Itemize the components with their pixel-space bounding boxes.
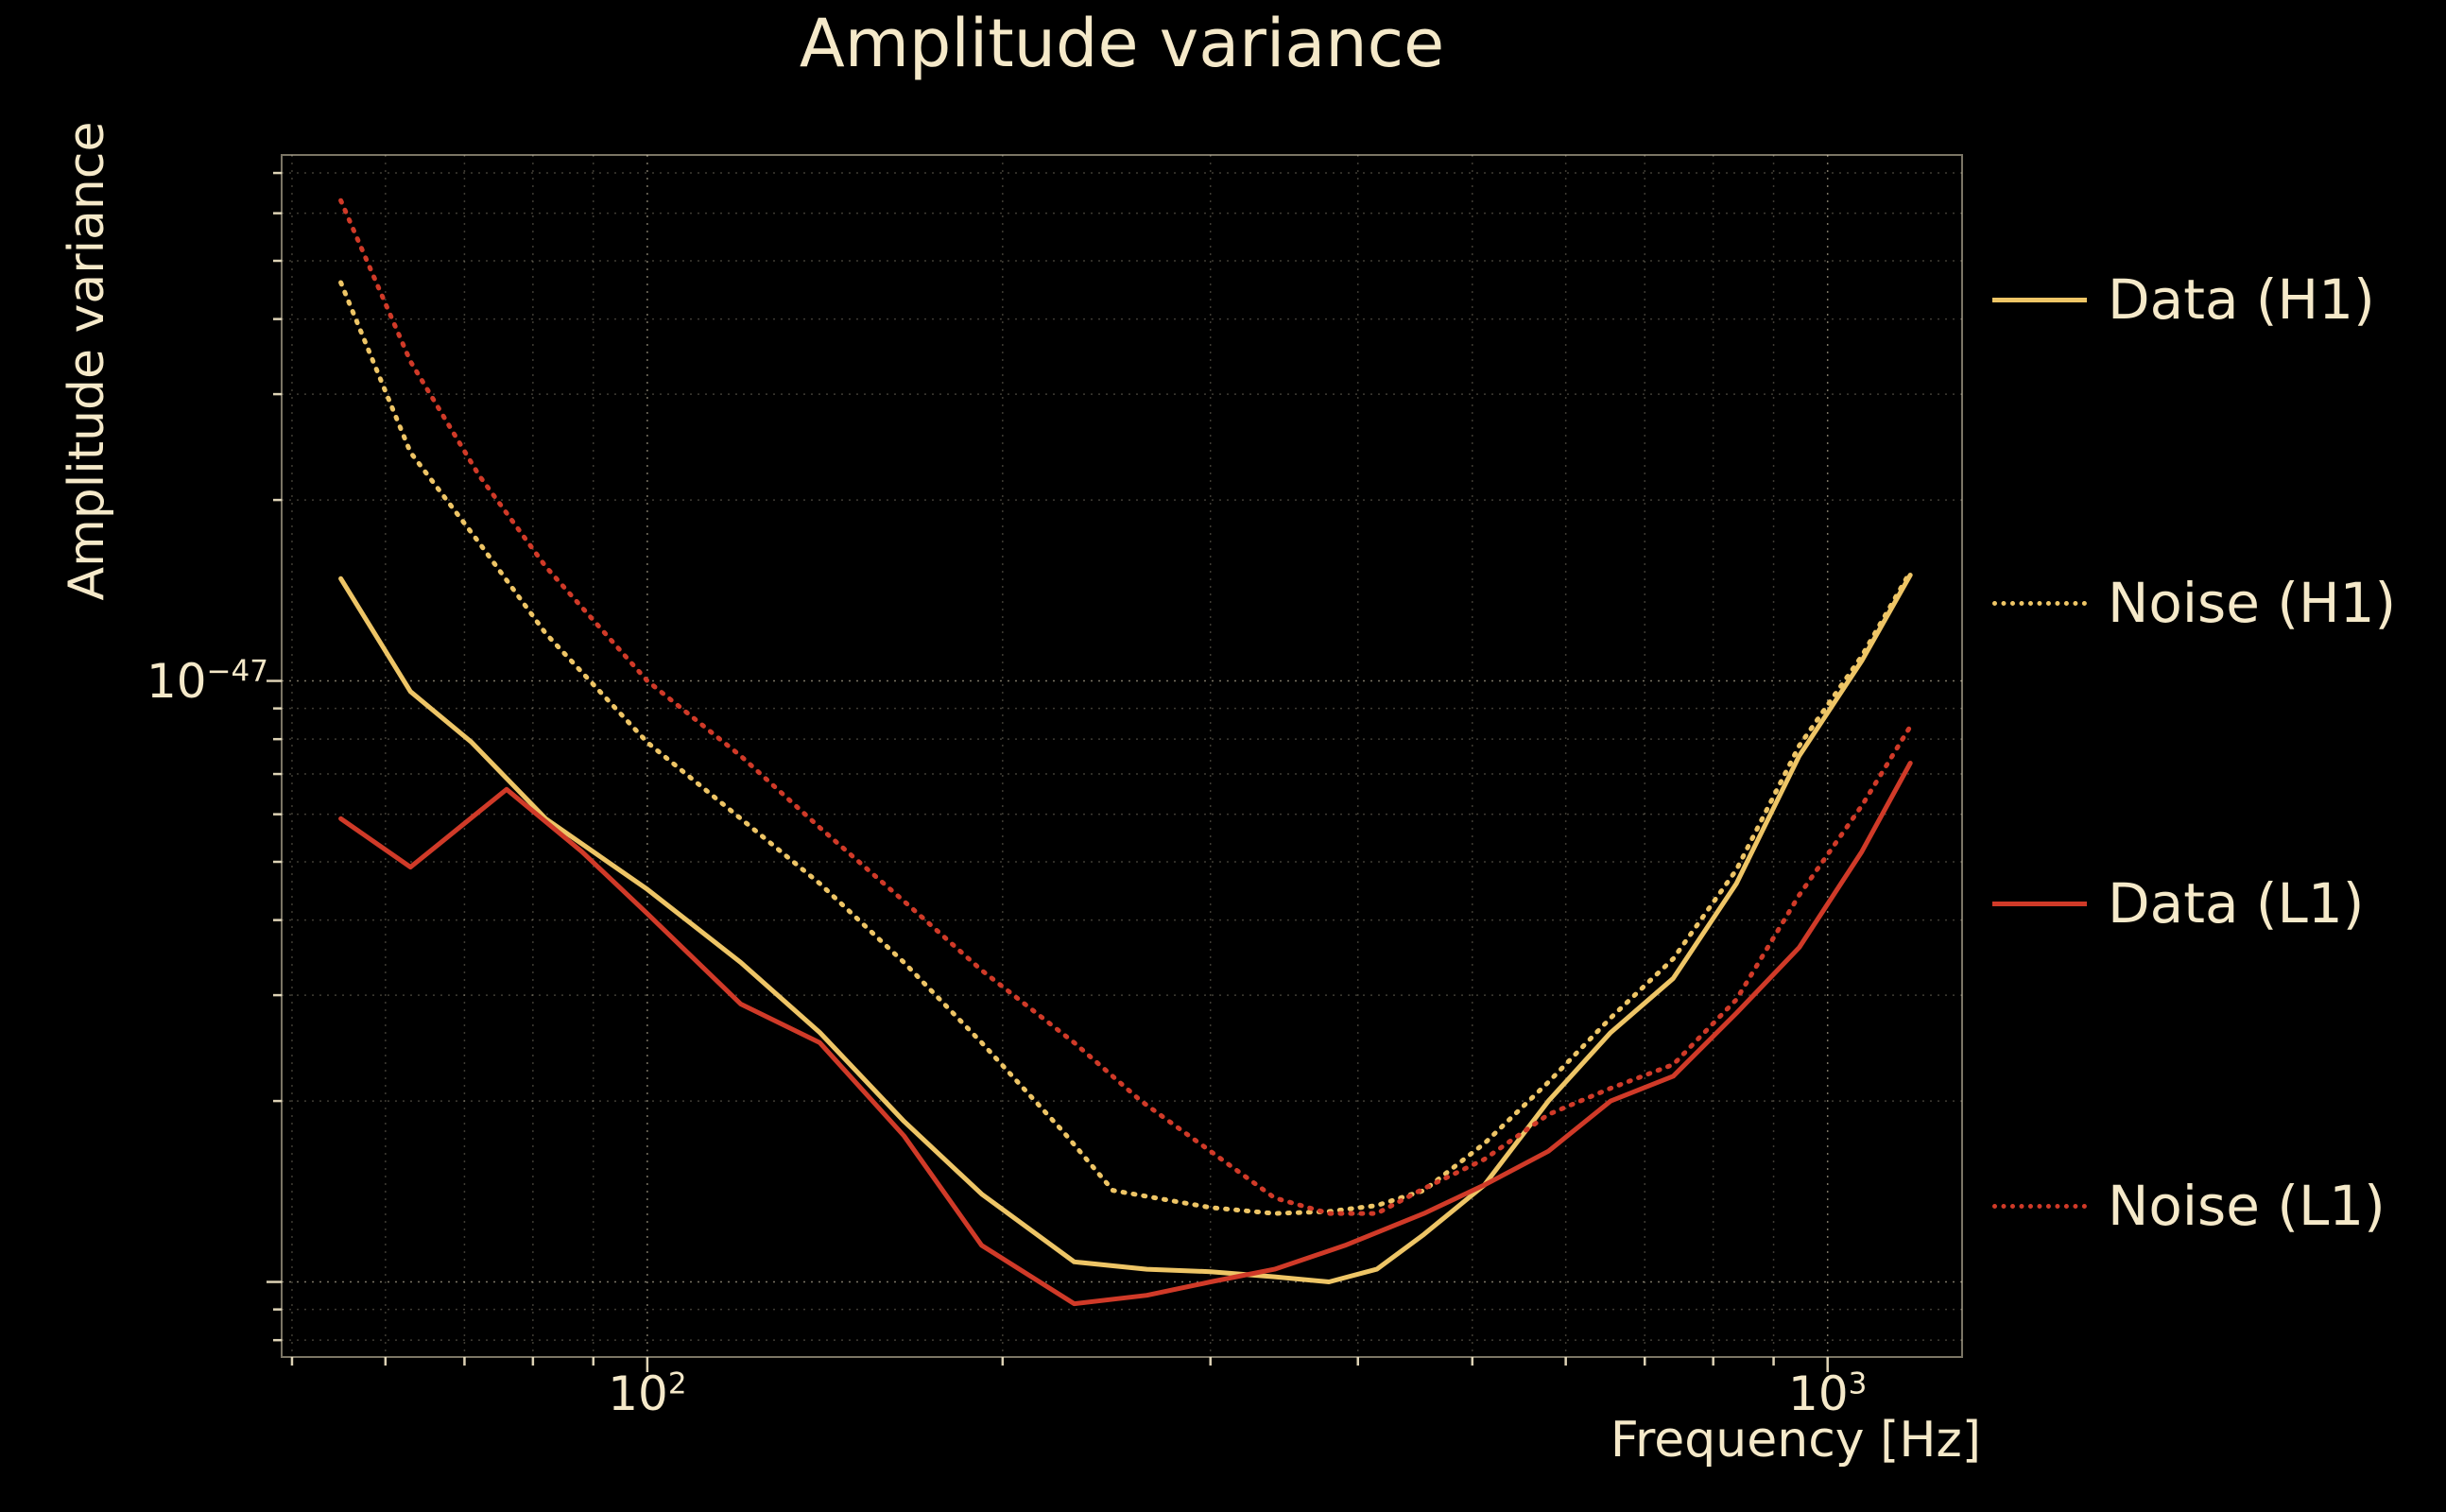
legend-label-noise-l1: Noise (L1) (2108, 1174, 2386, 1238)
legend-line-sample-noise-h1 (1992, 600, 2087, 606)
x-tick-label-100: 102 (608, 1366, 686, 1421)
x-tick-exponent: 3 (1848, 1366, 1868, 1401)
legend-item-noise-l1: Noise (L1) (1992, 1174, 2386, 1238)
y-tick-base: 10 (146, 653, 207, 709)
legend-label-data-l1: Data (L1) (2108, 871, 2365, 936)
legend-line-sample-noise-l1 (1992, 1203, 2087, 1209)
x-tick-label-1000: 103 (1788, 1366, 1867, 1421)
legend-item-noise-h1: Noise (H1) (1992, 571, 2396, 635)
x-tick-base: 10 (608, 1366, 668, 1421)
legend-item-data-l1: Data (L1) (1992, 871, 2364, 936)
legend-label-data-h1: Data (H1) (2108, 267, 2375, 332)
x-axis-label: Frequency [Hz] (1610, 1412, 1982, 1469)
x-tick-base: 10 (1788, 1366, 1849, 1421)
legend: Data (H1) Noise (H1) Data (L1) Noise (L1… (1992, 0, 2446, 1512)
legend-line-sample-data-l1 (1992, 901, 2087, 906)
x-tick-exponent: 2 (667, 1366, 687, 1401)
legend-label-noise-h1: Noise (H1) (2108, 571, 2397, 635)
y-axis-label: Amplitude variance (59, 121, 115, 601)
y-tick-exponent: −47 (206, 653, 268, 688)
chart-title: Amplitude variance (799, 5, 1445, 82)
legend-item-data-h1: Data (H1) (1992, 267, 2375, 332)
y-tick-label-1e-47: 10−47 (146, 654, 268, 709)
legend-line-sample-data-h1 (1992, 297, 2087, 302)
